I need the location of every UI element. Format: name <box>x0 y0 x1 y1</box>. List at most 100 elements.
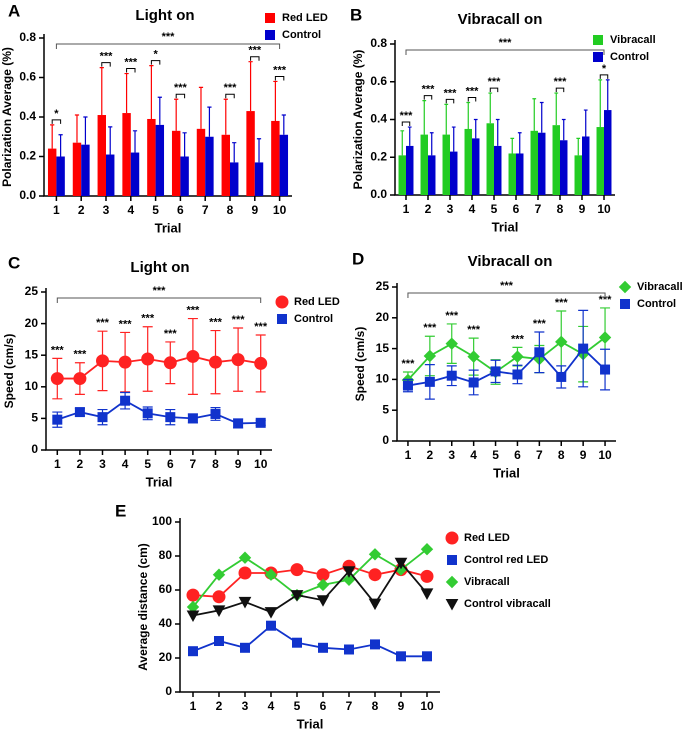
error-bar <box>554 92 559 126</box>
panel-label: B <box>350 5 362 24</box>
x-axis-label: Trial <box>155 220 182 235</box>
y-tick-label: 0.2 <box>19 149 36 163</box>
significance-bracket <box>467 97 477 102</box>
overall-bracket <box>407 292 606 298</box>
data-point <box>445 337 458 350</box>
data-point <box>316 595 330 607</box>
significance-label: *** <box>209 316 223 328</box>
data-point <box>186 588 200 602</box>
significance-label: *** <box>254 321 268 333</box>
data-point <box>231 353 245 367</box>
error-bar <box>517 132 522 154</box>
significance-label: *** <box>224 82 238 94</box>
significance-label: *** <box>466 85 480 97</box>
x-tick-label: 9 <box>251 203 258 217</box>
x-tick-label: 8 <box>372 699 379 713</box>
legend-label: Vibracall <box>610 34 656 46</box>
error-bar <box>451 126 456 152</box>
significance-label: *** <box>422 84 436 96</box>
panel-label: A <box>8 1 20 20</box>
significance-label: *** <box>232 314 246 326</box>
legend-label: Control <box>282 29 321 41</box>
error-bar <box>281 114 286 135</box>
bar <box>486 123 494 195</box>
significance-label: *** <box>423 322 437 334</box>
error-bar <box>174 98 179 131</box>
x-tick-label: 4 <box>469 202 476 216</box>
data-point <box>424 376 435 387</box>
data-point <box>264 568 278 581</box>
y-tick-label: 5 <box>31 411 38 425</box>
y-tick-label: 40 <box>159 616 173 630</box>
data-point <box>255 417 266 428</box>
x-tick-label: 10 <box>420 699 434 713</box>
x-tick-label: 3 <box>448 448 455 462</box>
error-bar <box>207 106 212 137</box>
data-point <box>292 637 302 648</box>
y-tick-label: 0.6 <box>19 70 36 84</box>
bar <box>464 128 472 195</box>
data-point <box>394 557 408 570</box>
bar <box>171 130 181 196</box>
y-tick-label: 0.0 <box>19 188 36 202</box>
x-tick-label: 6 <box>320 699 327 713</box>
y-axis-label: Average distance (cm) <box>136 543 150 671</box>
y-tick-label: 10 <box>25 379 39 393</box>
bar <box>180 156 189 196</box>
bar <box>508 153 516 195</box>
x-tick-label: 6 <box>167 457 174 471</box>
x-tick-label: 8 <box>227 203 234 217</box>
error-bar <box>58 134 63 157</box>
data-point <box>141 352 155 366</box>
data-point <box>238 596 252 609</box>
y-tick-label: 10 <box>376 372 390 386</box>
x-tick-label: 5 <box>294 699 301 713</box>
data-point <box>188 646 198 657</box>
bar <box>130 152 140 196</box>
y-tick-label: 20 <box>376 310 390 324</box>
error-bar <box>429 132 434 156</box>
data-point <box>118 355 132 369</box>
bar <box>574 155 582 195</box>
bar <box>56 156 65 196</box>
significance-label: *** <box>554 76 568 88</box>
series-line <box>407 336 606 381</box>
series-line <box>57 399 261 425</box>
series-line <box>57 355 261 380</box>
data-point <box>468 377 479 388</box>
y-axis-label: Speed (cm/s) <box>2 334 16 409</box>
x-tick-label: 2 <box>216 699 223 713</box>
y-tick-label: 25 <box>25 284 39 298</box>
error-bar <box>532 98 537 131</box>
data-point <box>422 651 432 662</box>
bar <box>516 153 524 195</box>
chart-title: Light on <box>130 259 189 276</box>
significance-bracket <box>555 87 565 93</box>
bar <box>538 132 546 195</box>
y-tick-label: 0.6 <box>370 74 387 88</box>
data-point <box>344 644 354 655</box>
error-bar <box>83 116 88 145</box>
x-tick-label: 2 <box>425 202 432 216</box>
error-bar <box>149 65 154 119</box>
bar <box>450 151 458 195</box>
y-tick-label: 20 <box>25 316 39 330</box>
x-tick-label: 3 <box>103 203 110 217</box>
y-axis-label: Speed (cm/s) <box>353 327 367 402</box>
error-bar <box>510 137 515 154</box>
x-tick-label: 9 <box>580 448 587 462</box>
legend-marker <box>618 280 632 294</box>
significance-label: *** <box>273 64 287 76</box>
bar <box>246 111 255 196</box>
significance-label: *** <box>402 358 416 370</box>
data-point <box>600 364 611 375</box>
legend-label: Control <box>610 51 649 63</box>
data-point <box>420 542 434 556</box>
error-bar <box>99 67 104 116</box>
x-tick-label: 6 <box>177 203 184 217</box>
x-tick-label: 7 <box>202 203 209 217</box>
x-tick-label: 3 <box>447 202 454 216</box>
bar <box>47 148 57 196</box>
data-point <box>511 350 524 363</box>
